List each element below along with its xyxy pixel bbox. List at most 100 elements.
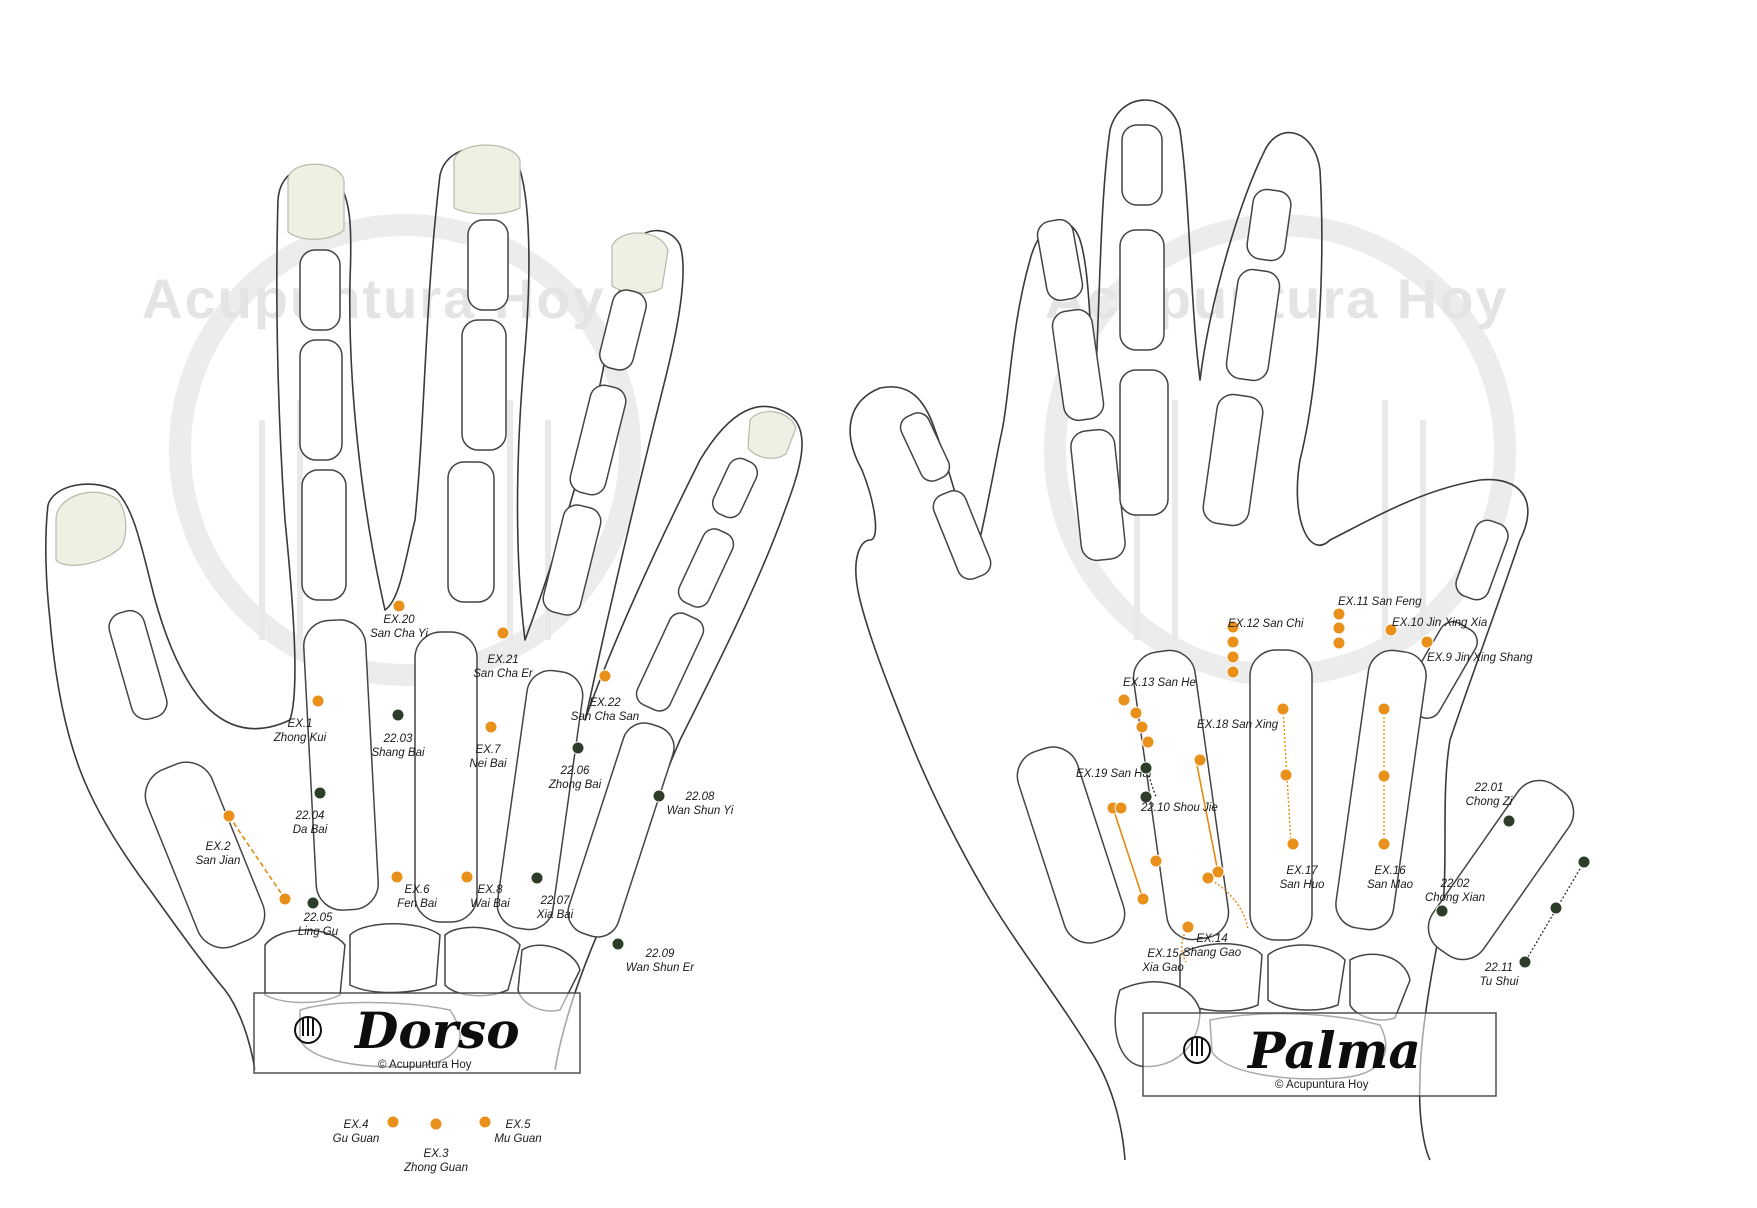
point-marker	[1518, 955, 1532, 969]
palma-extra-point-marker	[1332, 621, 1346, 635]
point-code: 22.03	[383, 733, 413, 745]
point-name: Wan Shun Yi	[667, 805, 734, 817]
palma-extra-point-marker	[1226, 635, 1240, 649]
point-label: EX.20 San Cha Yi	[370, 614, 428, 640]
point-label: EX.7 Nei Bai	[469, 744, 507, 770]
point-marker	[1193, 753, 1207, 767]
acupuncture-logo-icon	[1183, 1036, 1211, 1064]
dorso-nail-index	[287, 163, 345, 240]
point-marker	[306, 896, 320, 910]
palma-point-ex-11: EX.11 San Feng	[1332, 596, 1422, 621]
dorso-hand: Dorso © Acupuntura Hoy	[45, 144, 803, 1074]
point-code: EX.3	[424, 1148, 450, 1160]
palma-extra-point-marker	[1211, 865, 1225, 879]
point-code: EX.5	[506, 1119, 532, 1131]
watermark-text-left: Acupuntura Hoy	[142, 267, 606, 330]
point-label: EX.9 Jin Xing Shang	[1427, 652, 1533, 664]
palma-extra-point-marker	[1135, 720, 1149, 734]
palma-copyright: © Acupuntura Hoy	[1275, 1079, 1369, 1091]
dorso-hand-outline	[45, 147, 803, 1071]
point-label: EX.10 Jin Xing Xia	[1392, 617, 1487, 629]
point-code: EX.15	[1147, 948, 1179, 960]
point-name: Zhong Kui	[273, 732, 327, 744]
palma-extra-point-marker	[1136, 892, 1150, 906]
point-code: 22.09	[645, 948, 675, 960]
point-code: EX.6	[405, 884, 431, 896]
point-name: Wan Shun Er	[626, 962, 695, 974]
point-code: 22.06	[560, 765, 590, 777]
palma-extra-point-marker	[1577, 855, 1591, 869]
point-marker	[1226, 620, 1240, 634]
dorso-point-22-08: 22.08 Wan Shun Yi	[652, 789, 734, 817]
acupuncture-logo-icon	[294, 1016, 322, 1044]
point-code: 22.08	[685, 791, 715, 803]
palma-extra-point-marker	[1141, 735, 1155, 749]
point-marker	[1114, 801, 1128, 815]
point-name: Xia Gao	[1141, 962, 1184, 974]
point-code: EX.4	[344, 1119, 369, 1131]
point-label: EX.8 Wai Bai	[470, 884, 510, 910]
point-name: Shang Bai	[371, 747, 425, 759]
dorso-phalanges	[108, 219, 759, 721]
palma-point-22-11: 22.11 Tu Shui	[1480, 955, 1532, 988]
palma-extra-point-marker	[1276, 702, 1290, 716]
palma-point-ex-16: EX.16 San Mao	[1367, 837, 1414, 891]
dorso-point-ex-7: EX.7 Nei Bai	[469, 720, 507, 770]
point-label: EX.22 San Cha San	[571, 697, 639, 723]
point-name: Ling Gu	[298, 926, 339, 938]
palma-hand: Palma © Acupuntura Hoy	[849, 99, 1575, 1161]
point-marker	[311, 694, 325, 708]
palma-extra-point-marker	[1549, 901, 1563, 915]
palma-point-ex-12: EX.12 San Chi	[1226, 618, 1304, 634]
point-marker	[1384, 623, 1398, 637]
point-code: EX.2	[206, 841, 232, 853]
point-label: 22.06 Zhong Bai	[548, 765, 602, 791]
point-marker	[1286, 837, 1300, 851]
point-marker	[1502, 814, 1516, 828]
palma-title-panel: Palma © Acupuntura Hoy	[1142, 1012, 1497, 1097]
point-label: 22.04 Da Bai	[293, 810, 328, 836]
point-code: EX.21	[487, 654, 518, 666]
point-name: Zhong Bai	[548, 779, 602, 791]
dorso-point-ex-4: EX.4 Gu Guan	[333, 1115, 400, 1145]
point-marker	[611, 937, 625, 951]
palma-point-ex-9: EX.9 Jin Xing Shang	[1420, 635, 1533, 664]
point-label: 22.07 Xia Bai	[536, 895, 574, 921]
point-code: EX.8	[478, 884, 504, 896]
palma-extra-point-marker	[1129, 706, 1143, 720]
dorso-point-22-07: 22.07 Xia Bai	[530, 871, 574, 921]
point-marker	[1181, 920, 1195, 934]
dorso-point-ex-21: EX.21 San Cha Er	[473, 626, 534, 680]
point-marker	[1139, 761, 1153, 775]
dorso-extra-point-marker	[278, 892, 292, 906]
dorso-point-ex-20: EX.20 San Cha Yi	[370, 599, 428, 640]
dorso-points: EX.20 San Cha Yi EX.21 San Cha Er EX.22 San C…	[196, 599, 734, 1174]
point-marker	[496, 626, 510, 640]
palma-point-22-01: 22.01 Chong Zi	[1466, 782, 1516, 828]
dorso-title: Dorso	[353, 1001, 520, 1060]
palma-extra-point-marker	[1377, 769, 1391, 783]
point-label: 22.09 Wan Shun Er	[626, 948, 695, 974]
point-code: 22.04	[295, 810, 325, 822]
palma-extra-point-marker	[1139, 790, 1153, 804]
point-connectors	[228, 708, 1585, 963]
dorso-point-22-04: 22.04 Da Bai	[293, 786, 328, 836]
point-label: EX.5 Mu Guan	[494, 1119, 541, 1145]
point-marker	[222, 809, 236, 823]
dorso-point-ex-5: EX.5 Mu Guan	[478, 1115, 542, 1145]
point-name: Gu Guan	[333, 1133, 380, 1145]
dorso-nail-thumb	[55, 491, 127, 566]
point-label: EX.13 San He	[1123, 677, 1196, 689]
point-marker	[1420, 635, 1434, 649]
dorso-copyright: © Acupuntura Hoy	[378, 1059, 472, 1071]
palma-point-ex-19: EX.19 San Hai	[1076, 768, 1152, 815]
point-label: EX.6 Fen Bai	[397, 884, 437, 910]
point-label: EX.18 San Xing	[1197, 719, 1279, 731]
point-marker	[390, 870, 404, 884]
dorso-point-ex-3: EX.3 Zhong Guan	[403, 1117, 468, 1174]
point-marker	[478, 1115, 492, 1129]
point-name: Mu Guan	[494, 1133, 541, 1145]
point-marker	[1201, 871, 1215, 885]
palma-hand-outline	[849, 99, 1529, 1161]
dorso-point-ex-22: EX.22 San Cha San	[571, 669, 639, 723]
